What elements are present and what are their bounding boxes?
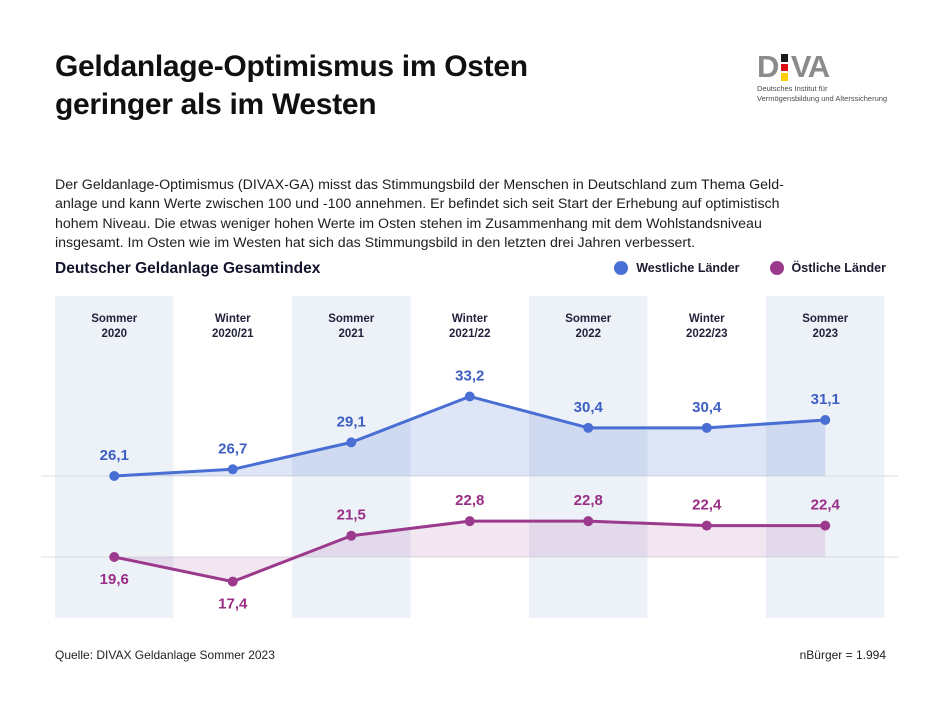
chart-legend: Westliche Länder Östliche Länder — [614, 261, 886, 275]
column-header-season: Winter — [452, 313, 488, 325]
value-label: 30,4 — [692, 399, 722, 416]
data-point — [109, 552, 120, 562]
season-band — [292, 296, 411, 618]
value-label: 19,6 — [100, 571, 129, 588]
legend-dot-west-icon — [614, 261, 629, 275]
page-title-line2: geringer als im Westen — [55, 88, 377, 121]
page-title-line1: Geldanlage-Optimismus im Osten — [55, 50, 528, 83]
intro-line: Der Geldanlage-Optimismus (DIVAX-GA) mis… — [55, 177, 784, 193]
page-title: Geldanlage-Optimismus im Osten geringer … — [55, 48, 528, 124]
area-fill — [114, 521, 826, 582]
data-point — [346, 437, 357, 448]
intro-paragraph: Der Geldanlage-Optimismus (DIVAX-GA) mis… — [55, 176, 784, 254]
column-header-year: 2020/21 — [212, 328, 254, 340]
column-header-season: Sommer — [91, 313, 138, 325]
column-header-year: 2022 — [575, 328, 601, 340]
column-header-season: Sommer — [565, 313, 612, 325]
legend-item-west: Westliche Länder — [614, 261, 740, 275]
data-point — [701, 422, 712, 433]
value-label: 21,5 — [337, 507, 366, 524]
data-point — [583, 516, 594, 527]
logo-tagline: Deutsches Institut für Vermögensbildung … — [757, 84, 887, 103]
column-header-year: 2020 — [101, 328, 127, 340]
value-label: 29,1 — [337, 413, 366, 430]
column-header-year: 2021/22 — [449, 328, 491, 340]
legend-label-west: Westliche Länder — [636, 261, 740, 275]
column-header-season: Sommer — [802, 313, 849, 325]
data-point — [464, 391, 475, 402]
data-point — [227, 464, 238, 475]
season-band — [529, 296, 648, 618]
source-note: Quelle: DIVAX Geldanlage Sommer 2023 — [55, 648, 275, 662]
value-label: 22,8 — [455, 492, 484, 509]
value-label: 31,1 — [811, 391, 840, 408]
logo-tagline-line1: Deutsches Institut für — [757, 84, 828, 93]
flag-gold-square — [780, 73, 788, 81]
flag-black-square — [780, 54, 788, 62]
diva-logo: D VA Deutsches Institut für Vermögensbil… — [757, 49, 887, 103]
column-header-year: 2022/23 — [686, 328, 728, 340]
column-header-season: Sommer — [328, 313, 375, 325]
value-label: 30,4 — [574, 399, 604, 416]
diva-logo-letters: D VA — [757, 49, 887, 84]
intro-line: hohem Niveau. Die etwas weniger hohen We… — [55, 215, 762, 232]
value-label: 26,1 — [100, 447, 129, 464]
data-point — [820, 520, 831, 531]
flag-red-square — [780, 63, 788, 71]
data-point — [583, 422, 594, 433]
legend-dot-east-icon — [769, 261, 784, 275]
value-label: 22,4 — [811, 497, 841, 514]
column-header-year: 2023 — [812, 328, 838, 340]
legend-label-east: Östliche Länder — [791, 261, 886, 275]
value-label: 33,2 — [455, 367, 484, 384]
value-label: 22,8 — [574, 492, 603, 509]
season-band — [766, 296, 885, 618]
data-point — [227, 576, 238, 587]
data-point — [701, 520, 712, 531]
data-point — [464, 516, 475, 527]
data-point — [820, 415, 831, 425]
logo-letters-va: VA — [790, 49, 830, 84]
logo-tagline-line2: Vermögensbildung und Alterssicherung — [757, 93, 888, 103]
value-label: 26,7 — [218, 440, 247, 457]
column-header-season: Winter — [215, 313, 251, 325]
legend-item-east: Östliche Länder — [769, 261, 886, 275]
data-point — [346, 530, 357, 541]
sample-size-note: nBürger = 1.994 — [799, 648, 886, 662]
data-point — [109, 471, 120, 481]
logo-letter-d: D — [757, 49, 779, 84]
index-line-chart: Sommer 2020 Winter 2020/21 Sommer 2021 Winter 2… — [41, 296, 898, 618]
german-flag-icon — [780, 54, 788, 81]
chart-title: Deutscher Geldanlage Gesamtindex — [55, 260, 321, 277]
column-header-season: Winter — [689, 313, 725, 325]
intro-line: anlage und kann Werte zwischen 100 und -… — [55, 196, 780, 213]
value-label: 22,4 — [692, 497, 722, 514]
column-header-year: 2021 — [338, 328, 364, 340]
intro-line: insgesamt. Im Osten wie im Westen hat si… — [55, 235, 696, 252]
value-label: 17,4 — [218, 596, 248, 613]
